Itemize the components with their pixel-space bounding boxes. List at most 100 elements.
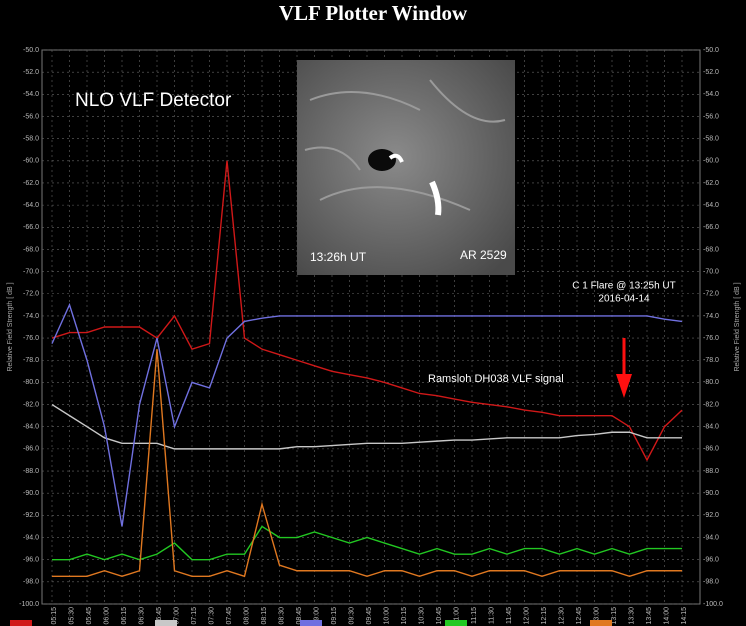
- x-tick-label: 12:30: [558, 607, 565, 625]
- y2-tick-label: -56.0: [703, 113, 719, 120]
- x-tick-label: 05:45: [86, 607, 93, 625]
- series-line: [52, 349, 682, 578]
- legend-swatch: [590, 620, 612, 626]
- flare-date: 2016-04-14: [598, 294, 650, 305]
- y-tick-label: -62.0: [23, 180, 39, 187]
- y2-tick-label: -88.0: [703, 468, 719, 475]
- y-tick-label: -72.0: [23, 291, 39, 298]
- y-tick-label: -70.0: [23, 268, 39, 275]
- y2-tick-label: -54.0: [703, 91, 719, 98]
- y-tick-label: -92.0: [23, 512, 39, 519]
- y-tick-label: -54.0: [23, 91, 39, 98]
- x-tick-label: 13:00: [593, 607, 600, 625]
- x-tick-label: 07:45: [226, 607, 233, 625]
- y-tick-label: -98.0: [23, 579, 39, 586]
- x-tick-label: 06:00: [103, 607, 110, 625]
- y2-tick-label: -62.0: [703, 180, 719, 187]
- x-tick-label: 10:00: [383, 607, 390, 625]
- inset-image: 13:26h UT AR 2529: [297, 60, 515, 275]
- inset-region: AR 2529: [460, 248, 507, 262]
- y-tick-label: -50.0: [23, 47, 39, 54]
- y2-tick-label: -94.0: [703, 534, 719, 541]
- x-tick-label: 06:30: [138, 607, 145, 625]
- legend-swatch: [155, 620, 177, 626]
- x-tick-label: 11:15: [471, 607, 478, 624]
- y-tick-label: -60.0: [23, 158, 39, 165]
- y-tick-label: -88.0: [23, 468, 39, 475]
- y-tick-label: -66.0: [23, 224, 39, 231]
- x-tick-label: 11:45: [506, 607, 513, 624]
- y-tick-label: -86.0: [23, 446, 39, 453]
- y-tick-label: -56.0: [23, 113, 39, 120]
- flare-arrow: [616, 338, 632, 398]
- series-line: [51, 302, 683, 527]
- y2-tick-label: -64.0: [703, 202, 719, 209]
- inset-time: 13:26h UT: [310, 250, 367, 264]
- y-tick-label: -94.0: [23, 534, 39, 541]
- x-tick-label: 13:30: [628, 607, 635, 625]
- x-tick-label: 09:30: [348, 607, 355, 625]
- y2-tick-label: -78.0: [703, 357, 719, 364]
- signal-annotation: Ramsloh DH038 VLF signal: [428, 373, 564, 385]
- series-line: [52, 525, 682, 561]
- y2-tick-label: -52.0: [703, 69, 719, 76]
- x-tick-label: 10:15: [401, 607, 408, 625]
- y2-tick-label: -80.0: [703, 379, 719, 386]
- x-tick-label: 05:30: [68, 607, 75, 625]
- y-tick-label: -76.0: [23, 335, 39, 342]
- x-tick-label: 06:15: [121, 607, 128, 625]
- x-tick-label: 05:15: [51, 607, 58, 625]
- x-tick-label: 14:00: [663, 607, 670, 625]
- y-tick-label: -84.0: [23, 424, 39, 431]
- y2-tick-label: -98.0: [703, 579, 719, 586]
- y-axis-label: Relative Field Strength [ dB ]: [7, 282, 14, 371]
- x-tick-label: 10:30: [418, 607, 425, 625]
- x-tick-label: 06:45: [156, 607, 163, 625]
- y2-tick-label: -74.0: [703, 313, 719, 320]
- plot-frame: [41, 49, 701, 605]
- y-tick-label: -64.0: [23, 202, 39, 209]
- y2-axis-label: Relative Field Strength [ dB ]: [734, 282, 741, 371]
- x-tick-label: 08:00: [243, 607, 250, 625]
- sunspot: [368, 149, 396, 171]
- x-tick-label: 11:30: [488, 607, 495, 624]
- y2-tick-label: -86.0: [703, 446, 719, 453]
- arrow-head: [616, 374, 632, 398]
- y2-tick-label: -90.0: [703, 490, 719, 497]
- y-tick-label: -74.0: [23, 313, 39, 320]
- y-tick-label: -100.0: [19, 601, 39, 608]
- y2-tick-label: -60.0: [703, 158, 719, 165]
- x-tick-label: 13:15: [611, 607, 618, 625]
- x-tick-label: 08:30: [278, 607, 285, 625]
- flare-annotation: C 1 Flare @ 13:25h UT: [572, 281, 676, 292]
- detector-name: NLO VLF Detector: [75, 90, 232, 111]
- y2-tick-label: -72.0: [703, 291, 719, 298]
- x-tick-label: 07:00: [173, 607, 180, 625]
- x-tick-label: 13:45: [646, 607, 653, 625]
- x-tick-label: 08:15: [261, 607, 268, 625]
- x-tick-label: 08:45: [296, 607, 303, 625]
- solar-image: [297, 60, 515, 275]
- x-tick-label: 12:00: [523, 607, 530, 625]
- y2-tick-label: -84.0: [703, 424, 719, 431]
- x-tick-label: 07:30: [208, 607, 215, 625]
- y-tick-label: -52.0: [23, 69, 39, 76]
- x-tick-label: 12:15: [541, 607, 548, 625]
- grid: [41, 49, 701, 605]
- y2-tick-label: -92.0: [703, 512, 719, 519]
- x-tick-label: 09:15: [331, 607, 338, 625]
- y2-tick-label: -96.0: [703, 557, 719, 564]
- chart-title: VLF Plotter Window: [279, 1, 468, 25]
- x-tick-label: 12:45: [576, 607, 583, 625]
- flare-kernel: [388, 153, 404, 163]
- x-tick-label: 09:45: [366, 607, 373, 625]
- x-tick-label: 09:00: [313, 607, 320, 625]
- y-tick-label: -78.0: [23, 357, 39, 364]
- y-tick-label: -82.0: [23, 401, 39, 408]
- flare-ribbon: [429, 180, 442, 216]
- series-line: [51, 403, 682, 450]
- y2-tick-label: -58.0: [703, 135, 719, 142]
- y2-tick-label: -82.0: [703, 401, 719, 408]
- x-tick-label: 11:00: [453, 607, 460, 624]
